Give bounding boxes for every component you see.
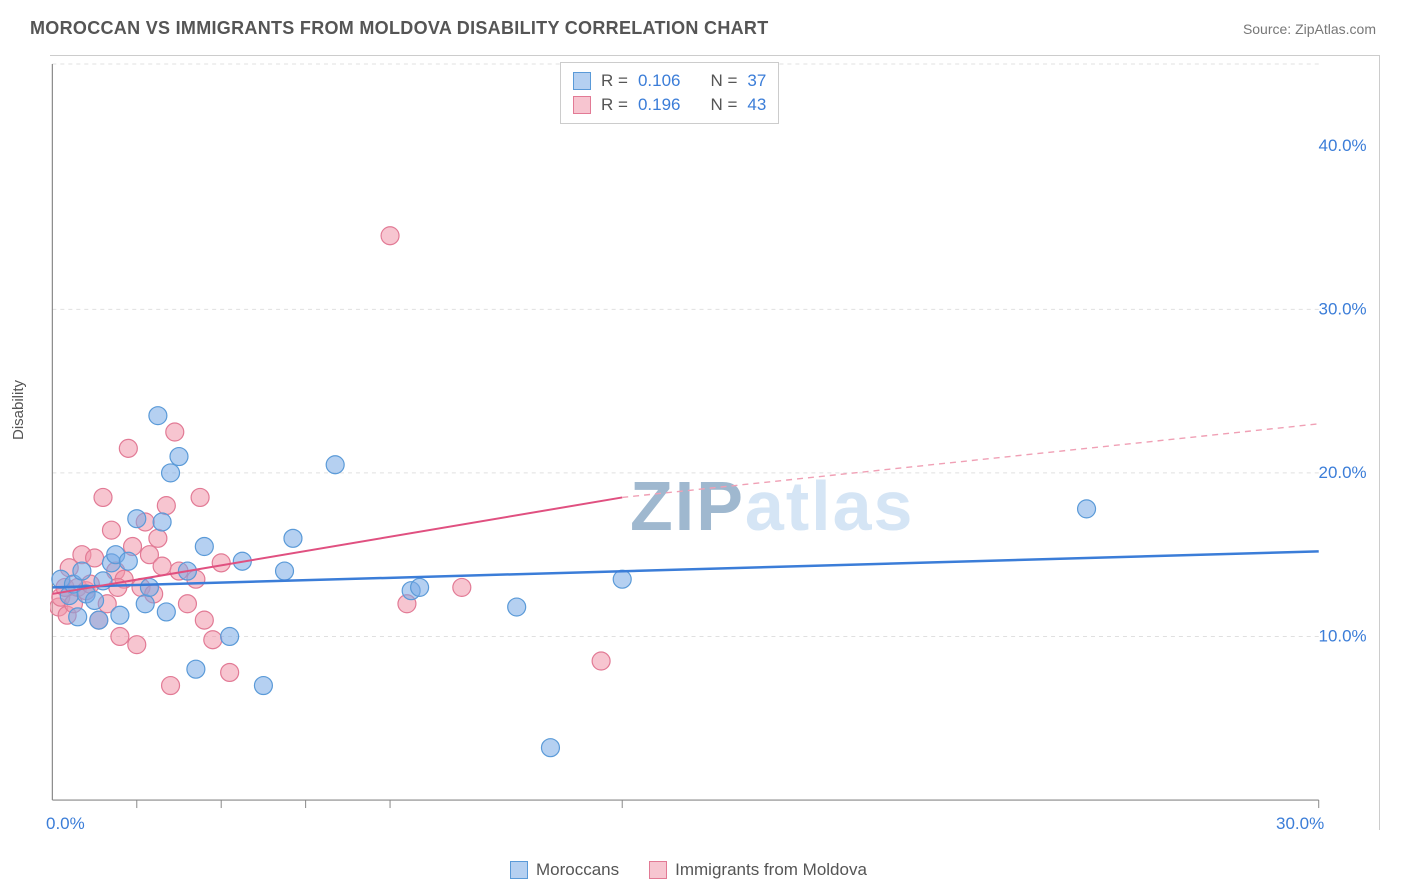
data-point-pink <box>153 557 171 575</box>
data-point-blue <box>157 603 175 621</box>
y-axis-label: Disability <box>10 380 27 440</box>
y-tick-label: 10.0% <box>1319 626 1367 645</box>
correlation-legend: R =0.106N =37R =0.196N =43 <box>560 62 779 124</box>
data-point-pink <box>149 529 167 547</box>
data-point-pink <box>178 595 196 613</box>
legend-item-blue: Moroccans <box>510 860 619 880</box>
data-point-blue <box>90 611 108 629</box>
data-point-pink <box>212 554 230 572</box>
data-point-pink <box>94 488 112 506</box>
data-point-blue <box>86 591 104 609</box>
source-attribution: Source: ZipAtlas.com <box>1243 21 1376 37</box>
scatter-plot: 10.0% 20.0% 30.0% 40.0% <box>50 56 1379 830</box>
data-point-blue <box>69 608 87 626</box>
legend-swatch-blue <box>510 861 528 879</box>
data-point-pink <box>204 631 222 649</box>
data-point-pink <box>195 611 213 629</box>
data-point-blue <box>149 407 167 425</box>
chart-title: MOROCCAN VS IMMIGRANTS FROM MOLDOVA DISA… <box>30 18 769 39</box>
data-point-pink <box>191 488 209 506</box>
legend-swatch-blue <box>573 72 591 90</box>
data-point-pink <box>102 521 120 539</box>
data-point-blue <box>1078 500 1096 518</box>
data-point-pink <box>592 652 610 670</box>
data-point-blue <box>73 562 91 580</box>
data-point-pink <box>128 636 146 654</box>
trendline-pink-extrapolated <box>622 424 1319 498</box>
data-point-pink <box>221 663 239 681</box>
header: MOROCCAN VS IMMIGRANTS FROM MOLDOVA DISA… <box>0 0 1406 49</box>
data-point-blue <box>187 660 205 678</box>
data-point-blue <box>411 578 429 596</box>
data-point-pink <box>157 497 175 515</box>
data-point-blue <box>140 578 158 596</box>
data-point-pink <box>381 227 399 245</box>
data-point-blue <box>326 456 344 474</box>
y-tick-label: 30.0% <box>1319 299 1367 318</box>
data-point-blue <box>111 606 129 624</box>
data-point-blue <box>170 448 188 466</box>
data-point-blue <box>276 562 294 580</box>
data-point-blue <box>541 739 559 757</box>
legend-item-pink: Immigrants from Moldova <box>649 860 867 880</box>
data-point-blue <box>119 552 137 570</box>
legend-swatch-pink <box>649 861 667 879</box>
data-point-blue <box>195 538 213 556</box>
data-point-blue <box>613 570 631 588</box>
legend-swatch-pink <box>573 96 591 114</box>
legend-row: R =0.106N =37 <box>573 69 766 93</box>
y-tick-label: 20.0% <box>1319 463 1367 482</box>
data-point-blue <box>254 677 272 695</box>
data-point-pink <box>162 677 180 695</box>
data-point-pink <box>453 578 471 596</box>
x-tick-label: 30.0% <box>1276 814 1324 834</box>
data-point-pink <box>166 423 184 441</box>
x-tick-label: 0.0% <box>46 814 85 834</box>
data-point-blue <box>284 529 302 547</box>
data-point-blue <box>508 598 526 616</box>
data-point-pink <box>111 627 129 645</box>
data-point-blue <box>153 513 171 531</box>
data-point-blue <box>128 510 146 528</box>
chart-area: ZIPatlas 10.0%20.0%30.0%40.0% <box>50 55 1380 830</box>
legend-label: Immigrants from Moldova <box>675 860 867 880</box>
data-point-blue <box>136 595 154 613</box>
series-legend: Moroccans Immigrants from Moldova <box>510 860 867 880</box>
legend-row: R =0.196N =43 <box>573 93 766 117</box>
y-tick-label: 40.0% <box>1319 136 1367 155</box>
legend-label: Moroccans <box>536 860 619 880</box>
data-point-blue <box>221 627 239 645</box>
data-point-pink <box>119 439 137 457</box>
data-point-blue <box>162 464 180 482</box>
